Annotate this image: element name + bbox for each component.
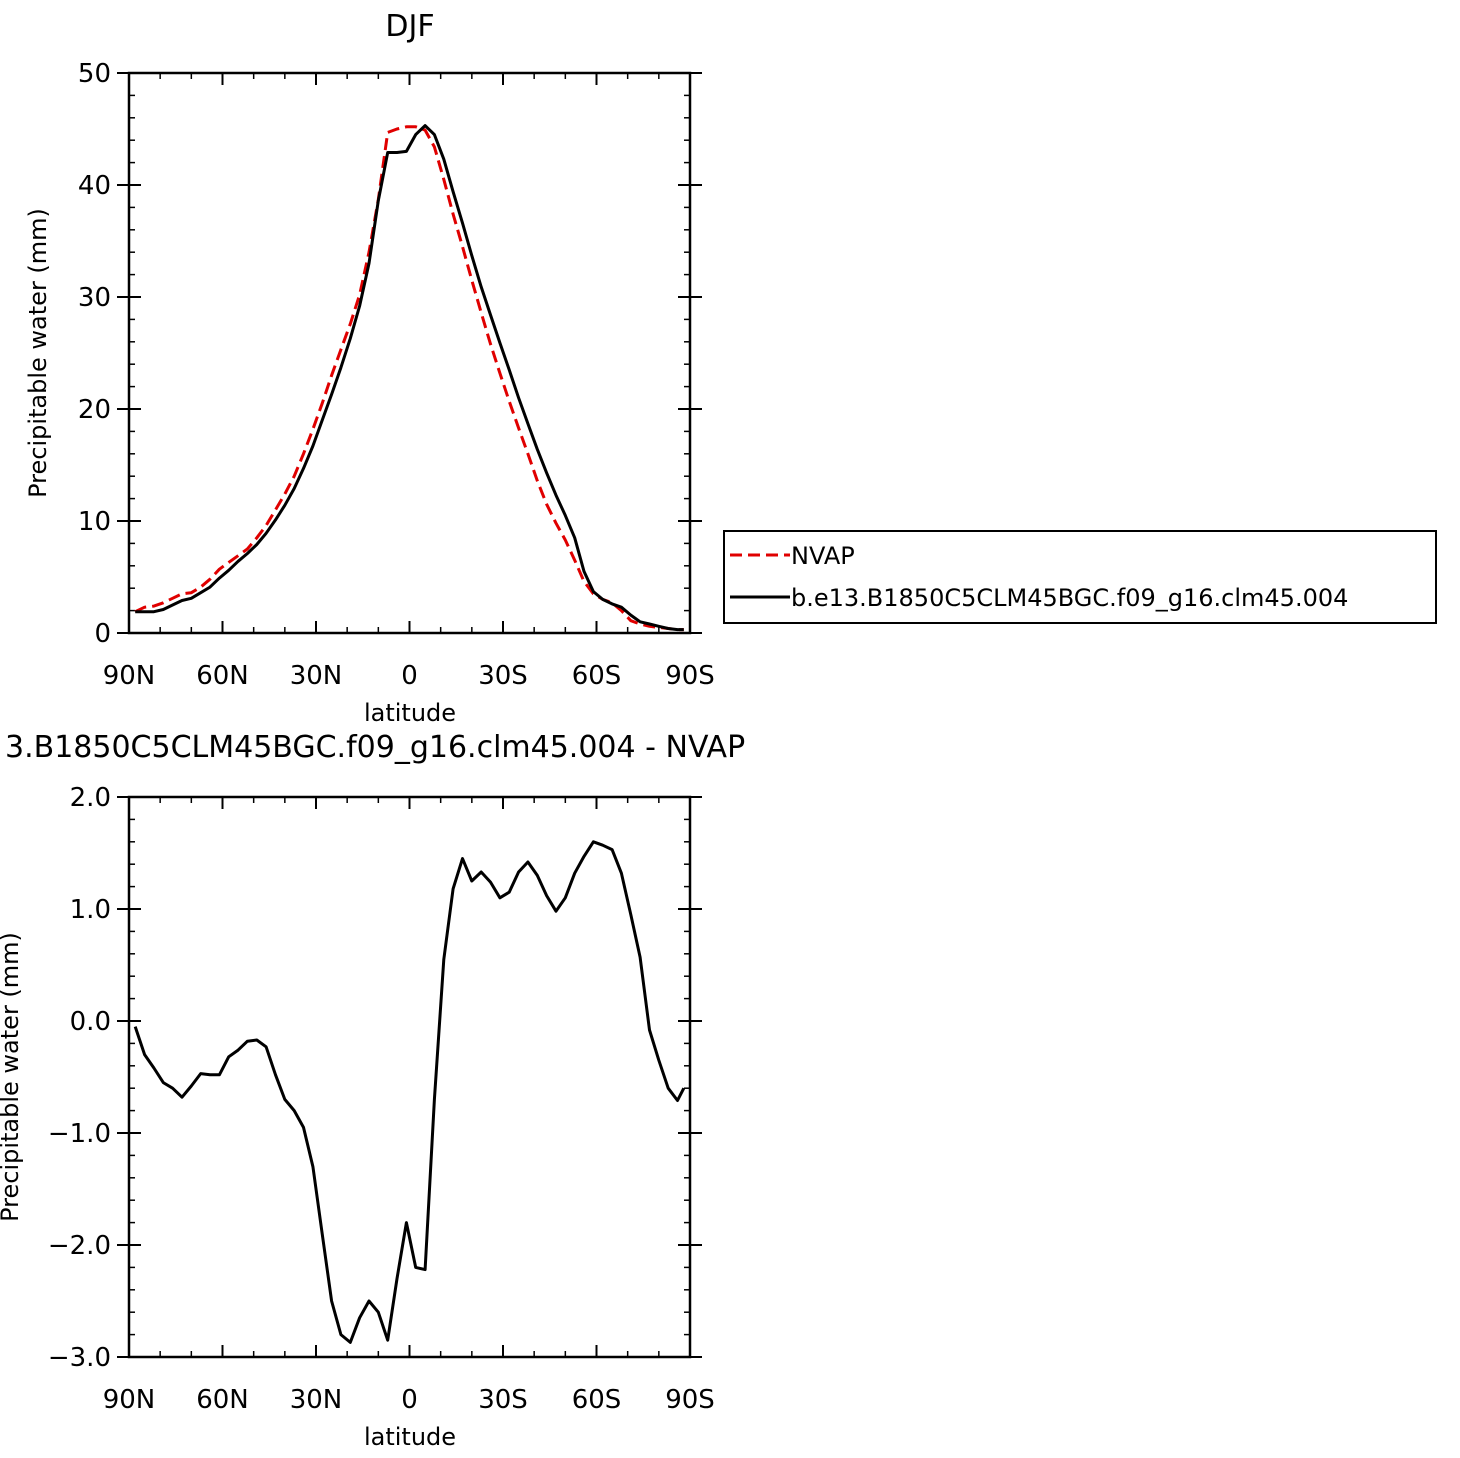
top-chart-xtick-label: 0 — [401, 661, 418, 691]
bottom-chart-ytick-label: −2.0 — [48, 1231, 111, 1261]
top-chart: DJF Precipitable water (mm) latitude 90N… — [24, 9, 715, 727]
legend: NVAP b.e13.B1850C5CLM45BGC.f09_g16.clm45… — [723, 530, 1437, 624]
bottom-chart-series-0-line — [133, 840, 686, 1344]
top-chart-ytick-label: 40 — [78, 171, 111, 201]
top-chart-xtick-label: 60S — [572, 661, 622, 691]
top-chart-xtick-label: 30S — [478, 661, 528, 691]
legend-box — [723, 530, 1437, 624]
top-chart-frame — [127, 71, 692, 635]
top-chart-ytick-label: 30 — [78, 283, 111, 313]
top-chart-ytick-label: 20 — [78, 395, 111, 425]
top-chart-ytick-label: 0 — [94, 619, 111, 649]
bottom-chart-xtick-label: 30S — [478, 1385, 528, 1415]
bottom-chart-xtick-label: 60N — [196, 1385, 249, 1415]
bottom-chart-frame — [127, 795, 692, 1359]
bottom-chart-xtick-label: 60S — [572, 1385, 622, 1415]
bottom-chart-ytick-label: −3.0 — [48, 1343, 111, 1373]
top-chart-xlabel: latitude — [364, 699, 456, 727]
top-chart-xtick-label: 90S — [665, 661, 715, 691]
bottom-chart-ytick-label: −1.0 — [48, 1119, 111, 1149]
bottom-chart-xtick-label: 30N — [290, 1385, 343, 1415]
bottom-chart-ytick-label: 2.0 — [70, 783, 111, 813]
bottom-chart-ylabel: Precipitable water (mm) — [0, 932, 24, 1222]
legend-model-label: b.e13.B1850C5CLM45BGC.f09_g16.clm45.004 — [791, 584, 1348, 612]
top-chart-xtick-label: 90N — [103, 661, 156, 691]
bottom-chart-title: 3.B1850C5CLM45BGC.f09_g16.clm45.004 - NV… — [5, 730, 745, 765]
top-chart-ytick-label: 50 — [78, 59, 111, 89]
bottom-chart: 3.B1850C5CLM45BGC.f09_g16.clm45.004 - NV… — [0, 730, 745, 1451]
top-chart-xtick-label: 30N — [290, 661, 343, 691]
top-chart-xtick-label: 60N — [196, 661, 249, 691]
top-chart-title: DJF — [385, 9, 434, 44]
top-chart-series-0-line — [134, 125, 684, 632]
bottom-chart-xtick-label: 90S — [665, 1385, 715, 1415]
bottom-chart-ytick-label: 0.0 — [70, 1007, 111, 1037]
bottom-chart-xlabel: latitude — [364, 1423, 456, 1451]
top-chart-series-1-line — [135, 124, 684, 632]
top-chart-ylabel: Precipitable water (mm) — [24, 208, 52, 498]
legend-nvap-label: NVAP — [791, 542, 855, 570]
bottom-chart-xtick-label: 0 — [401, 1385, 418, 1415]
top-chart-ytick-label: 10 — [78, 507, 111, 537]
bottom-chart-ytick-label: 1.0 — [70, 895, 111, 925]
bottom-chart-xtick-label: 90N — [103, 1385, 156, 1415]
